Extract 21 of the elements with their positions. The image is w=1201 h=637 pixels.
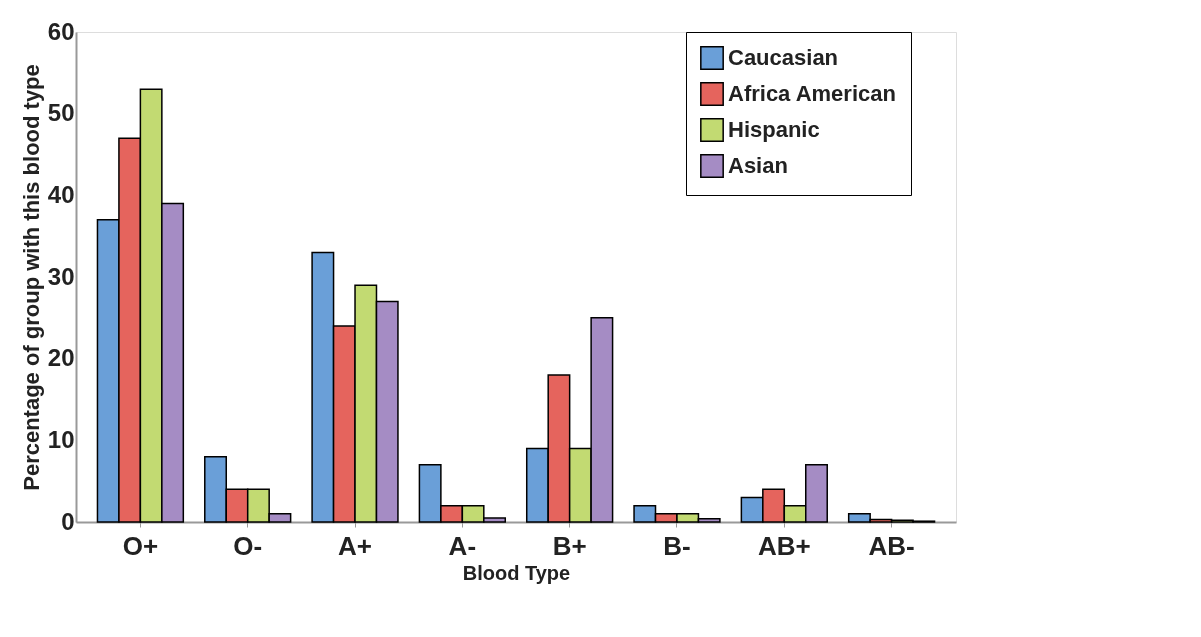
y-tick-label: 0 [61,507,75,535]
y-tick-label: 30 [47,262,75,290]
y-tick-label: 20 [47,344,75,372]
x-tick-label: B- [663,530,691,561]
y-axis-title: Percentage of group with this blood type [18,64,44,491]
legend-label: Caucasian [728,45,839,70]
y-tick-label: 10 [47,425,75,453]
y-tick-label: 60 [47,17,75,45]
x-tick-label: O- [233,530,263,561]
legend-label: Africa American [728,81,896,106]
legend-label: Asian [728,153,788,178]
legend-label: Hispanic [728,117,820,142]
x-tick-label: B+ [552,530,587,561]
y-tick-label: 50 [47,99,75,127]
y-tick-label: 40 [47,180,75,208]
x-tick-label: A- [448,530,477,561]
x-tick-label: AB+ [757,530,811,561]
x-tick-label: O+ [122,530,159,561]
x-axis-title: Blood Type [462,561,571,584]
x-tick-label: A+ [338,530,373,561]
x-tick-label: AB- [868,530,915,561]
